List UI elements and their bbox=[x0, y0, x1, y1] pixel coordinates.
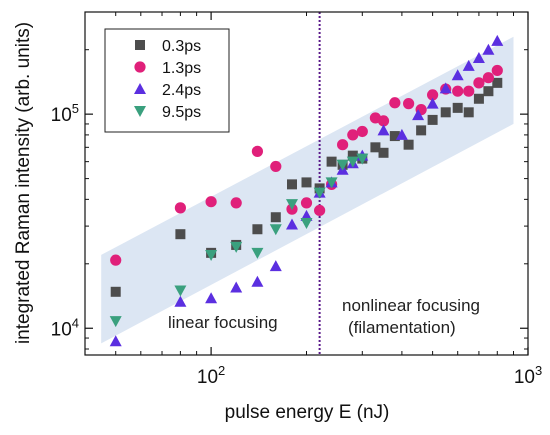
data-point-9.5ps bbox=[325, 177, 338, 189]
data-point-9.5ps bbox=[269, 224, 282, 236]
y-axis-title: integrated Raman intensity (arb. units) bbox=[13, 22, 34, 344]
legend-label: 2.4ps bbox=[162, 82, 201, 99]
data-point-1.3ps bbox=[482, 72, 495, 84]
data-point-2.4ps bbox=[205, 292, 218, 304]
data-point-0.3ps bbox=[403, 139, 414, 150]
trend-band bbox=[101, 36, 514, 344]
legend-label: 9.5ps bbox=[162, 104, 201, 121]
data-point-1.3ps bbox=[110, 254, 122, 266]
data-point-0.3ps bbox=[389, 131, 400, 142]
data-point-0.3ps bbox=[286, 179, 297, 190]
data-point-9.5ps bbox=[205, 249, 218, 261]
data-point-1.3ps bbox=[174, 202, 186, 214]
legend-marker-0.3ps bbox=[135, 40, 145, 50]
legend-box bbox=[104, 28, 230, 133]
data-point-2.4ps bbox=[451, 69, 464, 81]
data-point-1.3ps bbox=[491, 64, 503, 77]
data-point-2.4ps bbox=[251, 275, 264, 287]
y-tick-label: 104 bbox=[51, 315, 79, 340]
data-point-2.4ps bbox=[230, 281, 243, 293]
legend-marker-9.5ps bbox=[134, 106, 146, 117]
data-point-0.3ps bbox=[483, 86, 494, 97]
data-point-1.3ps bbox=[337, 139, 349, 151]
data-points bbox=[109, 34, 504, 347]
data-point-9.5ps bbox=[356, 153, 369, 165]
data-point-0.3ps bbox=[270, 212, 281, 223]
data-point-9.5ps bbox=[346, 156, 359, 168]
data-point-9.5ps bbox=[336, 159, 349, 171]
axis-ticks: 102 103 104 105 bbox=[51, 12, 542, 388]
data-point-2.4ps bbox=[109, 335, 122, 347]
data-point-2.4ps bbox=[426, 97, 439, 109]
data-point-1.3ps bbox=[377, 115, 390, 127]
data-point-1.3ps bbox=[356, 125, 368, 138]
data-point-0.3ps bbox=[427, 114, 438, 125]
data-point-1.3ps bbox=[230, 197, 242, 209]
data-point-2.4ps bbox=[491, 34, 504, 46]
data-point-1.3ps bbox=[300, 197, 313, 209]
data-point-1.3ps bbox=[452, 85, 464, 97]
data-point-1.3ps bbox=[347, 129, 359, 141]
legend: 0.3ps 1.3ps 2.4ps 9.5ps bbox=[134, 38, 201, 121]
data-point-9.5ps bbox=[230, 241, 243, 253]
data-point-9.5ps bbox=[174, 285, 187, 297]
data-point-2.4ps bbox=[269, 260, 282, 272]
y-tick-label: 105 bbox=[51, 101, 79, 126]
legend-marker-2.4ps bbox=[134, 83, 146, 94]
data-point-0.3ps bbox=[473, 93, 484, 104]
data-point-2.4ps bbox=[482, 43, 495, 55]
data-point-2.4ps bbox=[472, 51, 485, 63]
data-point-9.5ps bbox=[251, 247, 264, 259]
data-point-1.3ps bbox=[473, 77, 485, 89]
data-point-0.3ps bbox=[175, 229, 186, 240]
data-point-9.5ps bbox=[109, 316, 122, 328]
x-tick-label: 102 bbox=[197, 363, 225, 388]
data-point-2.4ps bbox=[174, 295, 187, 307]
data-point-1.3ps bbox=[205, 196, 217, 208]
data-point-1.3ps bbox=[427, 89, 439, 101]
data-point-9.5ps bbox=[300, 218, 313, 230]
data-point-1.3ps bbox=[270, 160, 282, 173]
data-point-0.3ps bbox=[370, 142, 381, 153]
legend-marker-1.3ps bbox=[134, 61, 146, 73]
data-point-1.3ps bbox=[251, 145, 264, 157]
data-point-9.5ps bbox=[285, 199, 298, 211]
data-point-0.3ps bbox=[416, 125, 427, 136]
data-point-9.5ps bbox=[313, 187, 326, 199]
data-point-0.3ps bbox=[440, 107, 451, 118]
data-point-0.3ps bbox=[110, 286, 121, 297]
data-point-2.4ps bbox=[412, 109, 425, 121]
data-point-0.3ps bbox=[252, 224, 263, 235]
annotation-filamentation: (filamentation) bbox=[348, 318, 456, 337]
data-point-0.3ps bbox=[463, 107, 474, 118]
data-point-2.4ps bbox=[395, 128, 408, 140]
x-axis-title: pulse energy E (nJ) bbox=[225, 402, 390, 423]
data-point-1.3ps bbox=[314, 204, 326, 217]
data-point-0.3ps bbox=[378, 147, 389, 158]
legend-label: 1.3ps bbox=[162, 60, 201, 77]
data-point-1.3ps bbox=[463, 85, 475, 97]
legend-label: 0.3ps bbox=[162, 38, 201, 55]
annotation-nonlinear: nonlinear focusing bbox=[342, 296, 480, 315]
data-point-0.3ps bbox=[492, 77, 503, 88]
data-point-2.4ps bbox=[439, 82, 452, 94]
data-point-2.4ps bbox=[377, 124, 390, 136]
data-point-0.3ps bbox=[326, 156, 337, 167]
data-point-0.3ps bbox=[452, 102, 463, 113]
annotation-linear: linear focusing bbox=[168, 313, 278, 332]
data-point-2.4ps bbox=[285, 218, 298, 230]
data-point-0.3ps bbox=[301, 177, 312, 188]
data-point-1.3ps bbox=[389, 97, 401, 109]
data-point-2.4ps bbox=[462, 59, 475, 71]
data-point-0.3ps bbox=[347, 150, 358, 161]
x-tick-label: 103 bbox=[514, 363, 542, 388]
data-point-1.3ps bbox=[403, 98, 415, 110]
